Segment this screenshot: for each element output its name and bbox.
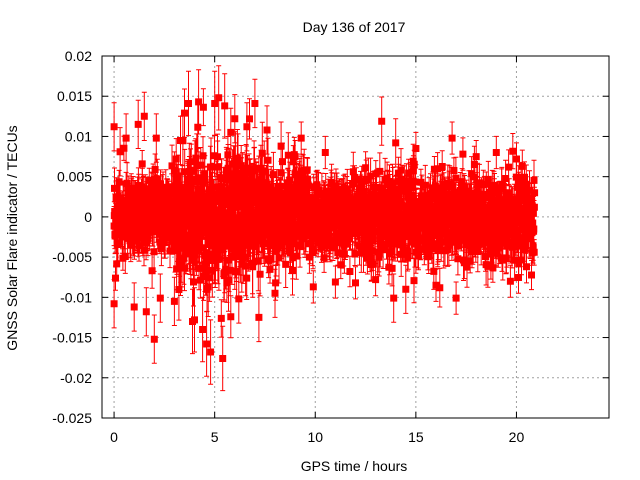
x-tick-label: 5 — [211, 429, 219, 445]
y-tick-label: 0.02 — [65, 48, 92, 64]
plot-frame — [101, 55, 610, 419]
y-tick-label: 0.005 — [57, 169, 92, 185]
y-tick-label: -0.015 — [52, 330, 92, 346]
x-axis-label: GPS time / hours — [301, 458, 408, 474]
data-points — [110, 94, 539, 363]
y-tick-label: 0 — [84, 209, 92, 225]
y-axis-label: GNSS Solar Flare indicator / TECUs — [4, 125, 20, 350]
y-tick-label: -0.025 — [52, 410, 92, 426]
y-tick-label: -0.005 — [52, 249, 92, 265]
x-tick-label: 15 — [408, 429, 424, 445]
y-tick-label: -0.01 — [60, 289, 92, 305]
x-axis-ticks: 0 5 10 15 20 — [110, 56, 524, 445]
y-axis-ticks: -0.025 -0.02 -0.015 -0.01 -0.005 0 0.005 0.01 0.… — [52, 48, 609, 426]
data-series — [110, 65, 539, 392]
chart-title: Day 136 of 2017 — [303, 19, 406, 35]
x-tick-label: 0 — [110, 429, 118, 445]
x-tick-label: 20 — [509, 429, 525, 445]
y-tick-label: 0.01 — [65, 128, 92, 144]
y-tick-label: -0.02 — [60, 370, 92, 386]
x-tick-label: 10 — [307, 429, 323, 445]
y-tick-label: 0.015 — [57, 88, 92, 104]
